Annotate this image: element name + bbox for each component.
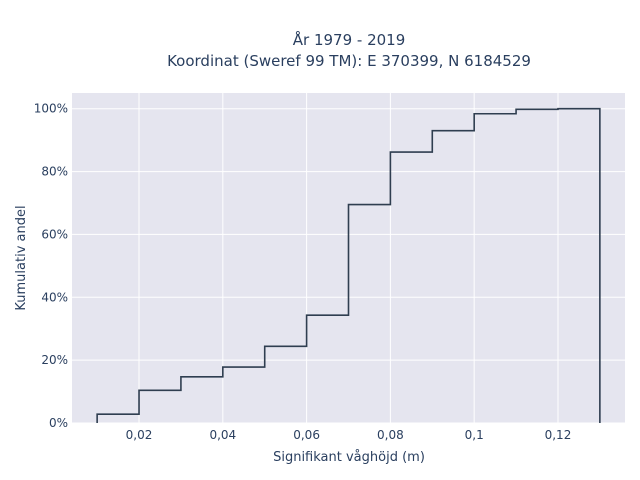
y-tick-label: 0%	[49, 416, 68, 430]
y-tick-label: 80%	[41, 165, 68, 179]
x-axis-label: Signifikant våghöjd (m)	[273, 450, 425, 465]
x-tick-label: 0,04	[209, 428, 236, 442]
cumulative-step-line	[96, 107, 601, 423]
x-tick-label: 0,02	[126, 428, 153, 442]
y-tick-label: 100%	[34, 102, 68, 116]
y-tick-label: 20%	[41, 353, 68, 367]
x-tick-label: 0,08	[377, 428, 404, 442]
y-axis-label: Kumulativ andel	[14, 205, 29, 310]
x-ticks: 0,02 0,04 0,06 0,08 0,1 0,12	[126, 428, 572, 442]
chart-title-line-2: Koordinat (Sweref 99 TM): E 370399, N 61…	[167, 52, 531, 70]
y-tick-label: 60%	[41, 227, 68, 241]
x-tick-label: 0,06	[293, 428, 320, 442]
y-ticks: 0% 20% 40% 60% 80% 100%	[34, 102, 68, 430]
chart-title-line-1: År 1979 - 2019	[293, 30, 406, 49]
x-tick-label: 0,12	[545, 428, 572, 442]
y-tick-label: 40%	[41, 290, 68, 304]
x-tick-label: 0,1	[465, 428, 484, 442]
